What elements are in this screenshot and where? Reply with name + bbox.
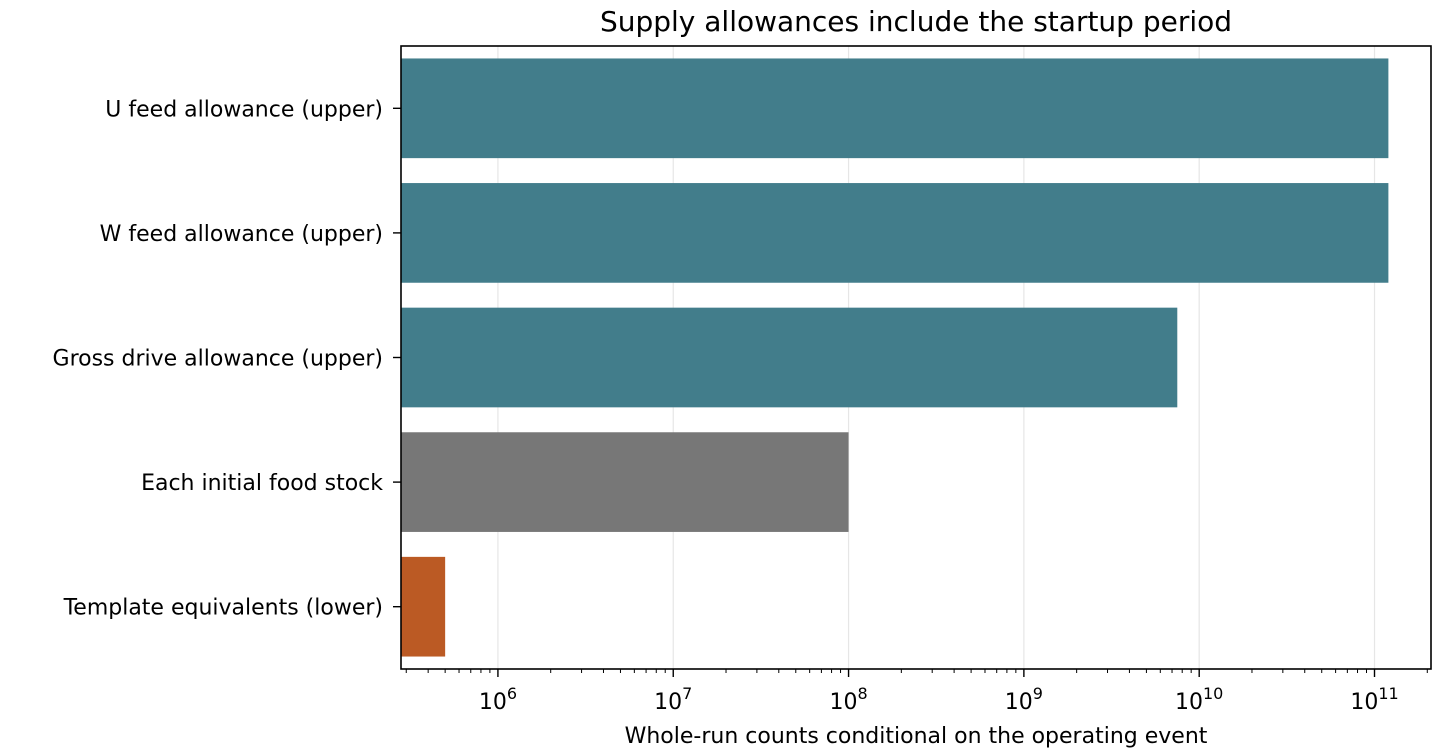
x-tick-label: 109 xyxy=(1005,684,1043,715)
y-tick-label: Each initial food stock xyxy=(141,471,383,496)
chart-title: Supply allowances include the startup pe… xyxy=(600,5,1232,38)
y-tick-label: U feed allowance (upper) xyxy=(105,97,383,122)
y-tick-label: W feed allowance (upper) xyxy=(100,222,383,247)
bars xyxy=(401,58,1389,657)
x-axis: 106 107 108 109 1010 1011 xyxy=(405,669,1428,715)
bar xyxy=(401,58,1389,159)
y-axis: U feed allowance (upper) W feed allowance… xyxy=(53,97,401,621)
bar xyxy=(401,432,849,532)
y-tick-label: Template equivalents (lower) xyxy=(63,596,383,621)
bar xyxy=(401,307,1178,408)
x-tick-label: 107 xyxy=(654,684,692,715)
x-tick-label: 108 xyxy=(829,684,867,715)
bar xyxy=(401,183,1389,283)
bar xyxy=(401,556,446,657)
x-tick-label: 106 xyxy=(479,684,517,715)
x-tick-label: 1011 xyxy=(1350,684,1398,715)
x-axis-label: Whole-run counts conditional on the oper… xyxy=(625,724,1208,749)
plot-frame xyxy=(400,45,1432,670)
y-tick-label: Gross drive allowance (upper) xyxy=(53,347,383,372)
x-tick-label: 1010 xyxy=(1175,684,1223,715)
